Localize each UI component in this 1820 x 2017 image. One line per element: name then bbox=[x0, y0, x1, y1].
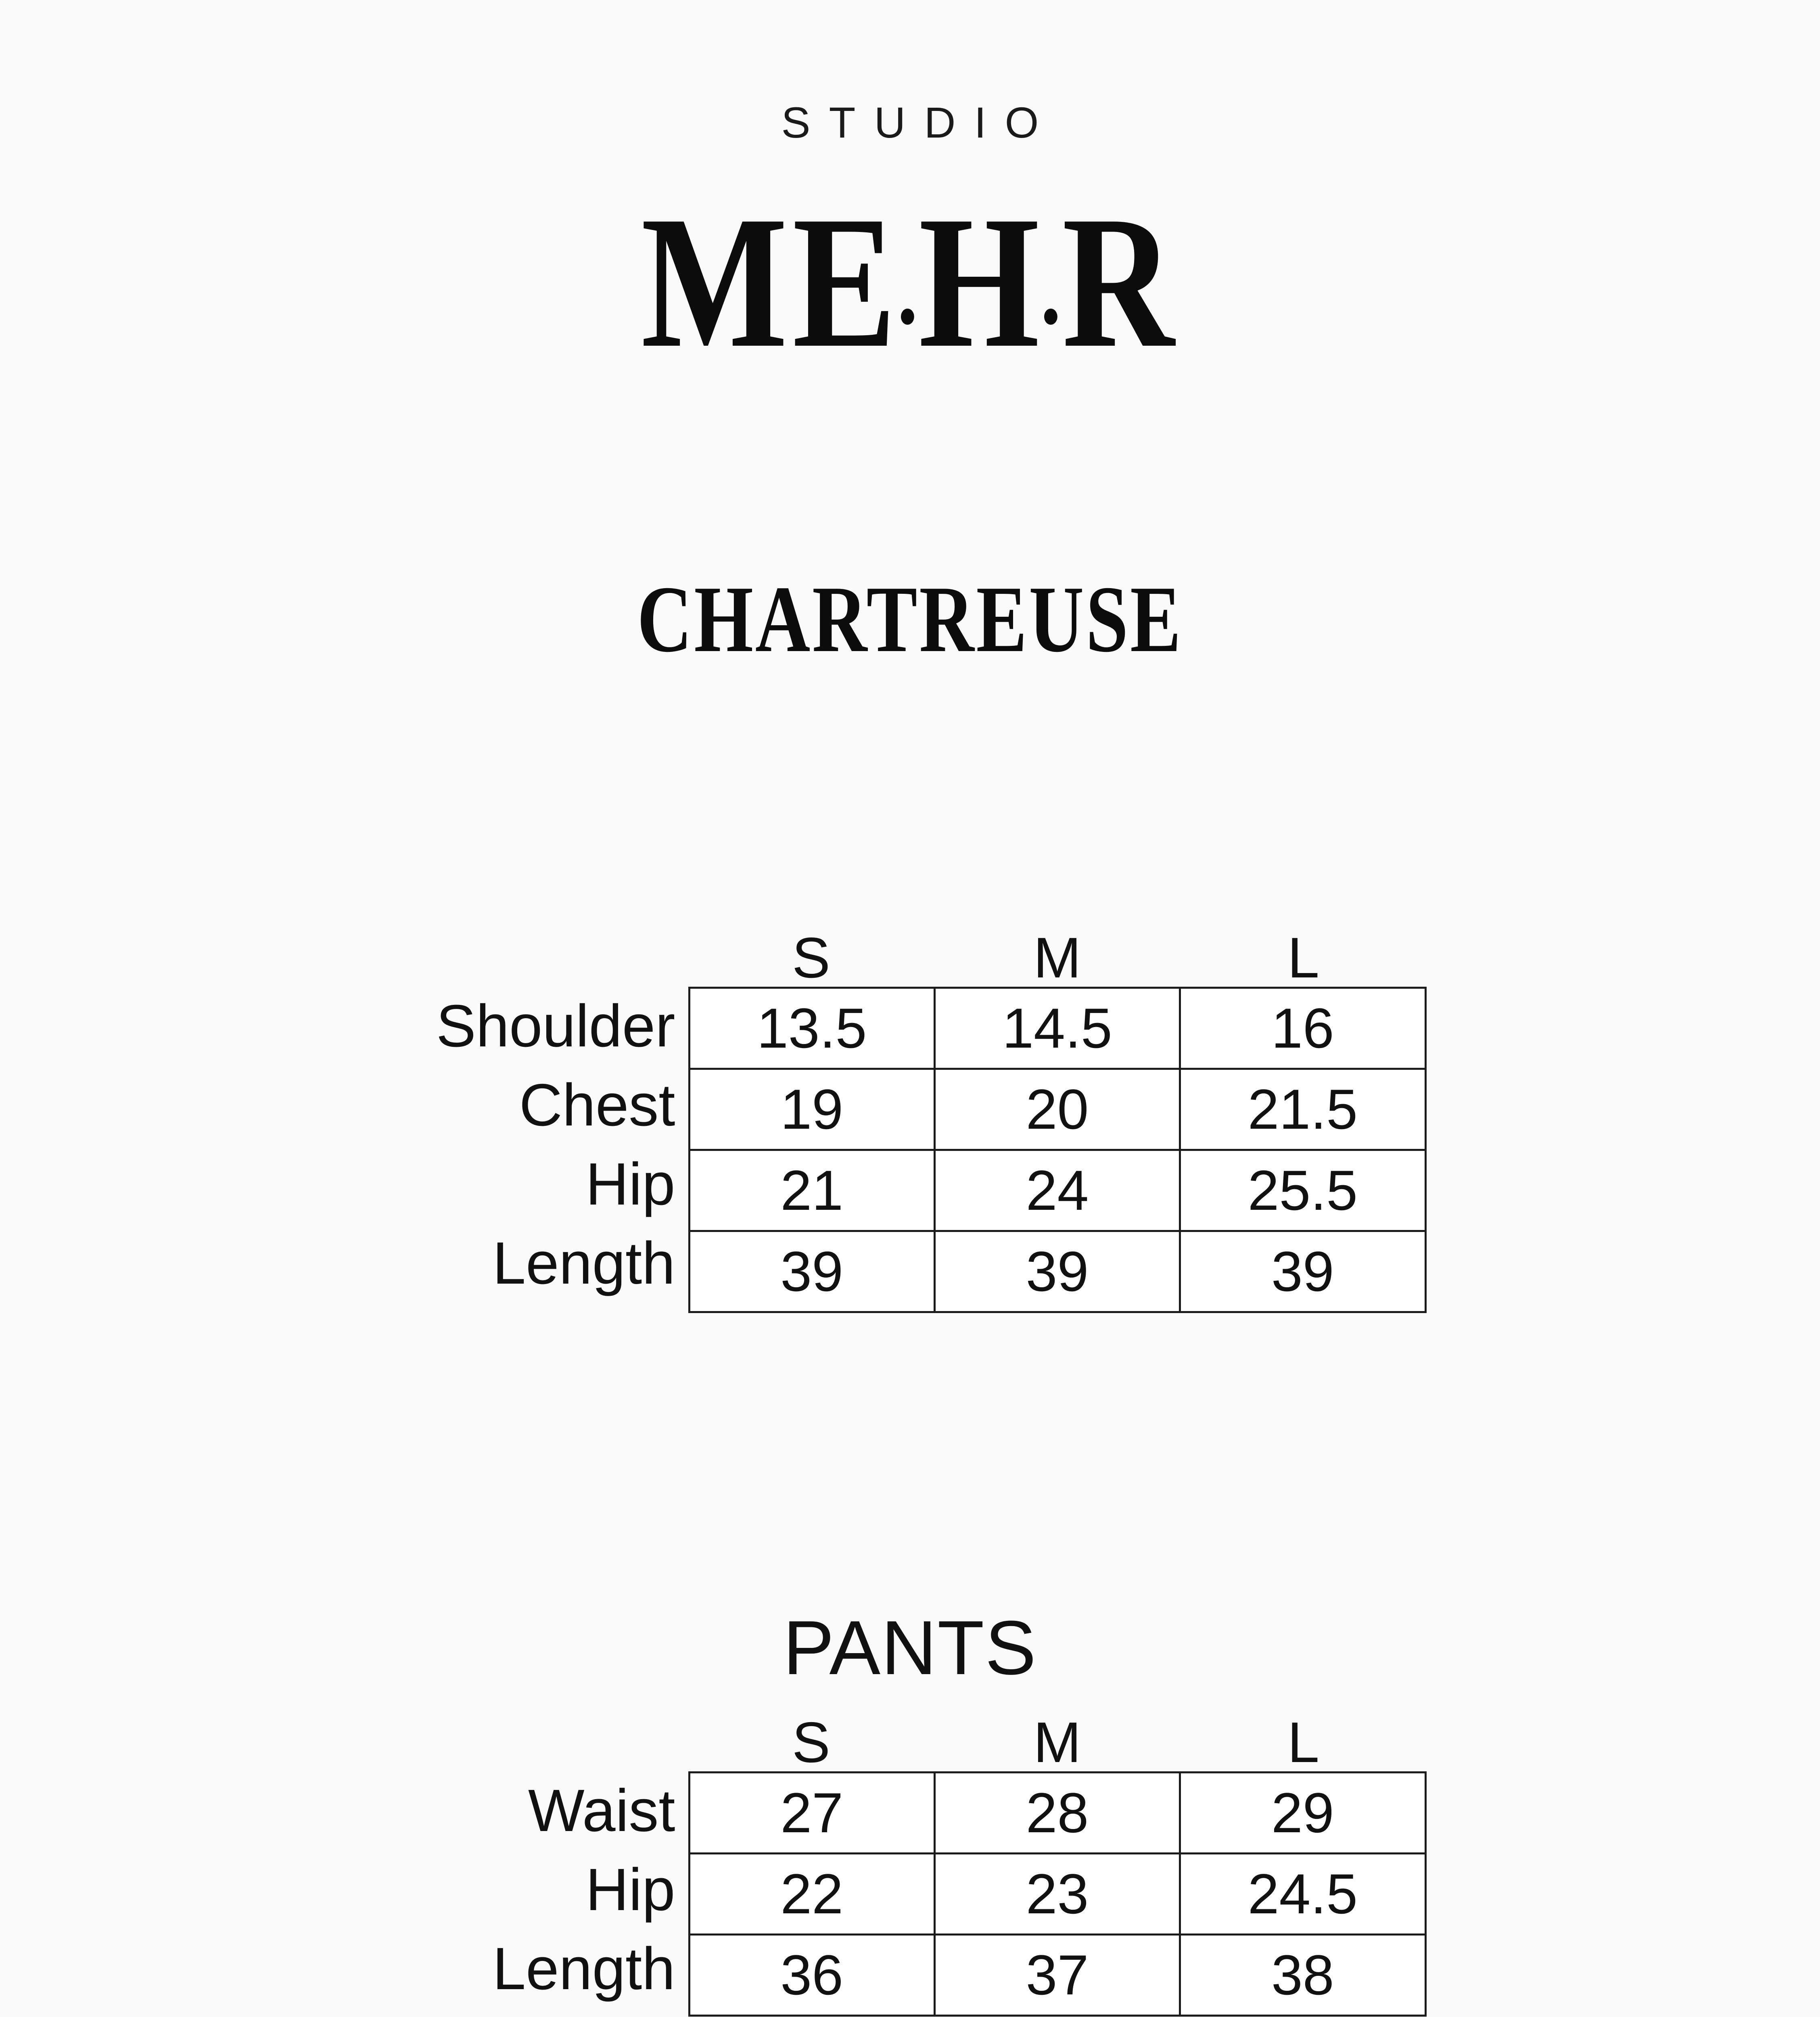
table-row: 13.5 14.5 16 bbox=[688, 987, 1427, 1070]
top-row-label-column: Shoulder Chest Hip Length bbox=[390, 928, 688, 1303]
row-label-length: Length bbox=[492, 1230, 675, 1297]
top-size-table: 13.5 14.5 16 19 20 21.5 21 24 25.5 bbox=[688, 987, 1427, 1313]
logo-letter-e: E bbox=[792, 177, 896, 387]
logo-dot-icon-right bbox=[1044, 308, 1057, 325]
studio-wordmark: STUDIO bbox=[781, 98, 1057, 147]
cell-length-m: 39 bbox=[933, 1230, 1181, 1313]
size-header-l: L bbox=[1287, 926, 1319, 990]
cell-length-m: 37 bbox=[933, 1933, 1181, 2017]
row-label-shoulder: Shoulder bbox=[436, 993, 675, 1059]
cell-hip-l: 24.5 bbox=[1179, 1852, 1427, 1936]
cell-shoulder-m: 14.5 bbox=[933, 987, 1181, 1070]
cell-waist-m: 28 bbox=[933, 1771, 1181, 1854]
size-header-l: L bbox=[1287, 1710, 1319, 1775]
label-header-spacer bbox=[390, 928, 675, 987]
row-label-waist: Waist bbox=[528, 1777, 675, 1844]
cell-length-s: 36 bbox=[688, 1933, 936, 2017]
cell-hip-s: 22 bbox=[688, 1852, 936, 1936]
row-label-length: Length bbox=[492, 1936, 675, 2002]
size-header-m: M bbox=[1033, 926, 1081, 990]
cell-length-l: 39 bbox=[1179, 1230, 1427, 1313]
pants-row-label-column: Waist Hip Length bbox=[390, 1712, 688, 2009]
top-measurement-grid: S M L 13.5 14.5 16 19 20 21.5 bbox=[688, 928, 1427, 1313]
logo-letter-h: H bbox=[918, 177, 1040, 387]
brand-header: STUDIO M E H R bbox=[0, 98, 1820, 387]
cell-length-l: 38 bbox=[1179, 1933, 1427, 2017]
cell-hip-m: 23 bbox=[933, 1852, 1181, 1936]
product-title: CHARTREUSE bbox=[637, 567, 1183, 672]
cell-hip-s: 21 bbox=[688, 1149, 936, 1232]
size-header-m: M bbox=[1033, 1710, 1081, 1775]
cell-waist-s: 27 bbox=[688, 1771, 936, 1854]
label-header-spacer bbox=[390, 1712, 675, 1771]
cell-shoulder-s: 13.5 bbox=[688, 987, 936, 1070]
table-row: 36 37 38 bbox=[688, 1933, 1427, 2017]
cell-chest-m: 20 bbox=[933, 1068, 1181, 1151]
size-header-s: S bbox=[792, 1710, 830, 1775]
table-row: 22 23 24.5 bbox=[688, 1852, 1427, 1936]
pants-size-header-row: S M L bbox=[688, 1712, 1427, 1771]
row-label-hip: Hip bbox=[585, 1151, 675, 1217]
table-row: 27 28 29 bbox=[688, 1771, 1427, 1854]
top-size-header-row: S M L bbox=[688, 928, 1427, 987]
logo-letter-m: M bbox=[641, 177, 793, 387]
pants-size-chart: Waist Hip Length S M L 27 28 29 22 bbox=[0, 1712, 1820, 2017]
table-row: 19 20 21.5 bbox=[688, 1068, 1427, 1151]
cell-chest-l: 21.5 bbox=[1179, 1068, 1427, 1151]
cell-waist-l: 29 bbox=[1179, 1771, 1427, 1854]
pants-measurement-grid: S M L 27 28 29 22 23 24.5 bbox=[688, 1712, 1427, 2017]
table-row: 39 39 39 bbox=[688, 1230, 1427, 1313]
table-row: 21 24 25.5 bbox=[688, 1149, 1427, 1232]
row-label-hip: Hip bbox=[585, 1856, 675, 1923]
pants-section-heading: PANTS bbox=[783, 1605, 1037, 1691]
cell-length-s: 39 bbox=[688, 1230, 936, 1313]
size-header-s: S bbox=[792, 926, 830, 990]
cell-chest-s: 19 bbox=[688, 1068, 936, 1151]
cell-hip-l: 25.5 bbox=[1179, 1149, 1427, 1232]
logo-letter-r: R bbox=[1062, 177, 1179, 387]
logo-dot-icon-left bbox=[901, 308, 914, 325]
pants-size-table: 27 28 29 22 23 24.5 36 37 38 bbox=[688, 1771, 1427, 2017]
mehr-logo: M E H R bbox=[164, 177, 1656, 387]
cell-hip-m: 24 bbox=[933, 1149, 1181, 1232]
cell-shoulder-l: 16 bbox=[1179, 987, 1427, 1070]
row-label-chest: Chest bbox=[519, 1072, 675, 1138]
top-size-chart: Shoulder Chest Hip Length S M L 13.5 14.… bbox=[0, 928, 1820, 1313]
